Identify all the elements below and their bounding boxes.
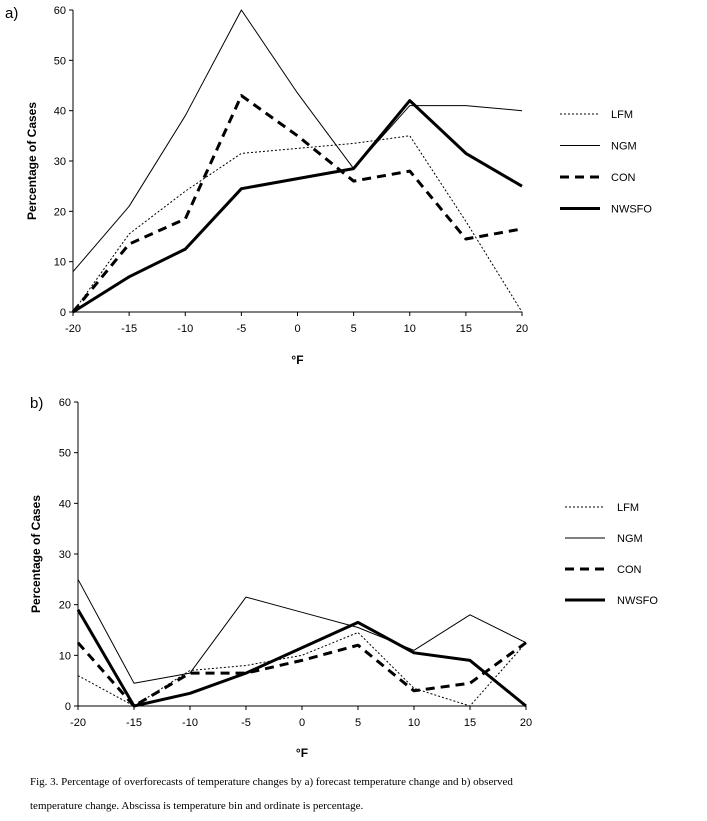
y-tick-label: 20 xyxy=(54,206,66,218)
x-tick-label: 10 xyxy=(408,717,420,729)
y-tick-label: 40 xyxy=(54,106,66,118)
y-tick-label: 0 xyxy=(65,701,71,713)
x-tick-label: 15 xyxy=(460,323,472,335)
chart-panel-a: a) 0 10 20 30 40 50 60 -20 -15 -10 -5 0 5 10 15 20 Percen… xyxy=(5,5,652,367)
x-axis-label: °F xyxy=(291,353,303,367)
x-tick-label: -20 xyxy=(65,323,81,335)
legend-label-con: CON xyxy=(611,172,636,184)
series-line-nwsfo xyxy=(72,99,523,314)
series-line-lfm xyxy=(72,135,523,313)
x-tick-label: 5 xyxy=(355,717,361,729)
x-tick-label: 10 xyxy=(404,323,416,335)
series-line-con xyxy=(71,94,523,313)
panel-label: a) xyxy=(5,5,18,22)
y-tick-label: 10 xyxy=(59,650,71,662)
y-axis-label: Percentage of Cases xyxy=(29,495,43,613)
x-tick-label: -5 xyxy=(236,323,246,335)
y-tick-label: 60 xyxy=(54,5,66,17)
legend-label-nwsfo: NWSFO xyxy=(617,595,658,607)
legend-label-con: CON xyxy=(617,564,642,576)
x-tick-label: 0 xyxy=(294,323,300,335)
y-tick-label: 20 xyxy=(59,600,71,612)
caption-line-1: Fig. 3. Percentage of overforecasts of t… xyxy=(30,776,513,788)
legend-label-lfm: LFM xyxy=(611,109,633,121)
x-tick-label: -10 xyxy=(182,717,198,729)
y-tick-label: 0 xyxy=(60,307,66,319)
series-line-nwsfo xyxy=(76,608,527,708)
x-tick-label: 20 xyxy=(520,717,532,729)
x-tick-label: 15 xyxy=(464,717,476,729)
legend-label-ngm: NGM xyxy=(611,141,637,153)
legend-label-ngm: NGM xyxy=(617,533,643,545)
x-tick-label: -5 xyxy=(241,717,251,729)
series-line-con xyxy=(76,641,527,708)
panel-label: b) xyxy=(30,395,43,412)
series-line-ngm xyxy=(77,579,527,684)
x-tick-label: 20 xyxy=(516,323,528,335)
x-tick-label: -20 xyxy=(70,717,86,729)
x-tick-label: -15 xyxy=(121,323,137,335)
x-tick-label: -15 xyxy=(126,717,142,729)
y-tick-label: 30 xyxy=(59,549,71,561)
y-tick-label: 50 xyxy=(54,55,66,67)
y-tick-label: 10 xyxy=(54,257,66,269)
caption-line-2: temperature change. Abscissa is temperat… xyxy=(30,800,364,812)
chart-panel-b: b) 0 10 20 30 40 50 60 -20 -15 -10 -5 0 5 10 15 20 Percen… xyxy=(29,395,658,760)
y-tick-label: 60 xyxy=(59,397,71,409)
series-line-lfm xyxy=(77,632,527,707)
x-tick-label: 0 xyxy=(299,717,305,729)
legend-label-nwsfo: NWSFO xyxy=(611,204,652,216)
x-tick-label: 5 xyxy=(351,323,357,335)
y-tick-label: 40 xyxy=(59,498,71,510)
y-tick-label: 30 xyxy=(54,156,66,168)
figure-caption: Fig. 3. Percentage of overforecasts of t… xyxy=(30,770,690,818)
legend-label-lfm: LFM xyxy=(617,502,639,514)
x-axis-label: °F xyxy=(296,746,308,760)
x-tick-label: -10 xyxy=(177,323,193,335)
y-axis-label: Percentage of Cases xyxy=(25,102,39,220)
y-tick-label: 50 xyxy=(59,448,71,460)
series-line-ngm xyxy=(72,9,523,273)
